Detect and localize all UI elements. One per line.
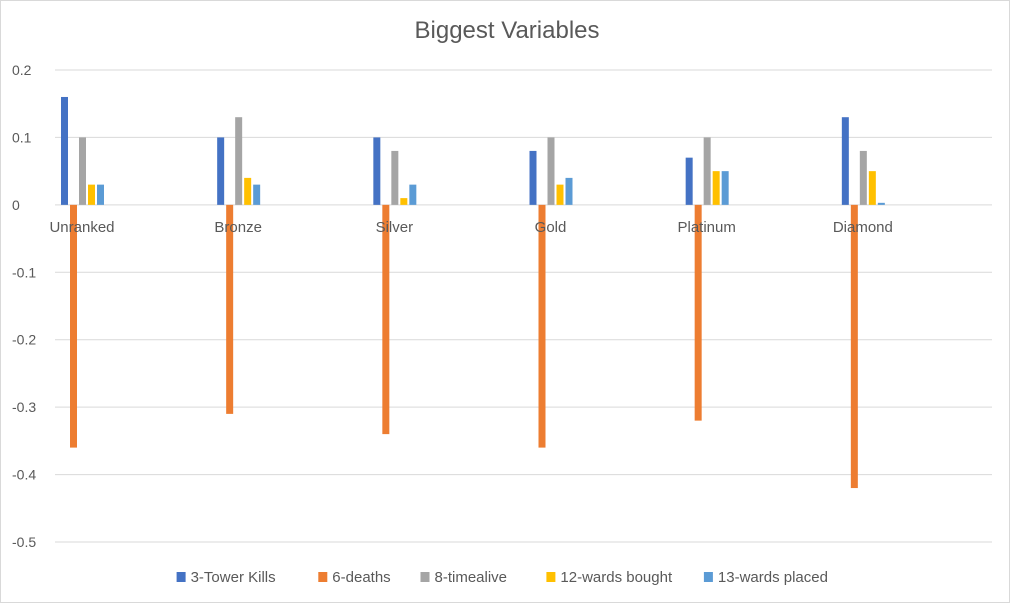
bar-3-tower-kills-platinum xyxy=(685,157,693,205)
y-axis-tick-labels: 0.2 0.1 0 -0.1 -0.2 -0.3 -0.4 -0.5 xyxy=(12,62,36,550)
bar-8-timealive-gold xyxy=(547,137,555,205)
category-label: Platinum xyxy=(677,219,735,236)
bar-12-wards-bought-diamond xyxy=(868,171,876,205)
chart-title: Biggest Variables xyxy=(415,17,600,44)
y-tick-label: -0.4 xyxy=(12,467,36,483)
bar-8-timealive-silver xyxy=(391,150,399,205)
category-label: Diamond xyxy=(833,219,893,236)
legend-swatch xyxy=(420,572,430,582)
bar-6-deaths-platinum xyxy=(694,204,702,421)
category-labels: Unranked Bronze Silver Gold Platinum Diamond xyxy=(49,219,892,236)
bar-12-wards-bought-silver xyxy=(400,198,408,205)
bar-13-wards-placed-silver xyxy=(409,184,417,205)
category-label: Silver xyxy=(376,219,414,236)
bar-12-wards-bought-unranked xyxy=(88,184,95,205)
legend-swatch xyxy=(318,572,328,582)
category-label: Unranked xyxy=(49,219,114,236)
legend-swatch xyxy=(703,572,713,582)
y-tick-label: 0.2 xyxy=(12,62,32,78)
bar-3-tower-kills-bronze xyxy=(217,137,225,205)
bar-13-wards-placed-unranked xyxy=(97,184,104,205)
bar-3-tower-kills-silver xyxy=(373,137,381,205)
bar-8-timealive-diamond xyxy=(859,150,867,205)
bar-13-wards-placed-diamond xyxy=(877,202,885,205)
bar-8-timealive-bronze xyxy=(235,117,243,205)
bar-3-tower-kills-gold xyxy=(529,150,537,205)
gridlines xyxy=(55,69,992,543)
y-tick-label: 0 xyxy=(12,197,20,213)
legend-label: 3-Tower Kills xyxy=(191,569,276,586)
legend-label: 8-timealive xyxy=(435,569,508,586)
bar-12-wards-bought-platinum xyxy=(712,171,720,205)
legend-label: 6-deaths xyxy=(332,569,390,586)
bar-3-tower-kills-unranked xyxy=(61,96,68,205)
bars xyxy=(61,96,885,489)
y-tick-label: -0.1 xyxy=(12,264,36,280)
y-tick-label: -0.5 xyxy=(12,534,36,550)
bar-8-timealive-unranked xyxy=(79,137,86,205)
bar-6-deaths-unranked xyxy=(70,204,77,448)
legend: 3-Tower Kills 6-deaths 8-timealive 12-wards… xyxy=(176,569,828,586)
bar-8-timealive-platinum xyxy=(703,137,711,205)
bar-6-deaths-diamond xyxy=(850,204,858,489)
legend-swatch xyxy=(176,572,186,582)
bar-13-wards-placed-platinum xyxy=(721,171,729,205)
bar-3-tower-kills-diamond xyxy=(841,117,849,205)
bar-13-wards-placed-gold xyxy=(565,177,573,205)
y-tick-label: -0.3 xyxy=(12,399,36,415)
bar-6-deaths-silver xyxy=(382,204,390,435)
bar-6-deaths-gold xyxy=(538,204,546,448)
bar-12-wards-bought-gold xyxy=(556,184,564,205)
bar-6-deaths-bronze xyxy=(226,204,234,414)
category-label: Gold xyxy=(535,219,567,236)
category-label: Bronze xyxy=(214,219,262,236)
y-tick-label: -0.2 xyxy=(12,332,36,348)
bar-12-wards-bought-bronze xyxy=(244,177,252,205)
legend-label: 13-wards placed xyxy=(718,569,828,586)
y-tick-label: 0.1 xyxy=(12,129,32,145)
legend-swatch xyxy=(546,572,556,582)
bar-13-wards-placed-bronze xyxy=(253,184,261,205)
legend-label: 12-wards bought xyxy=(560,569,673,586)
